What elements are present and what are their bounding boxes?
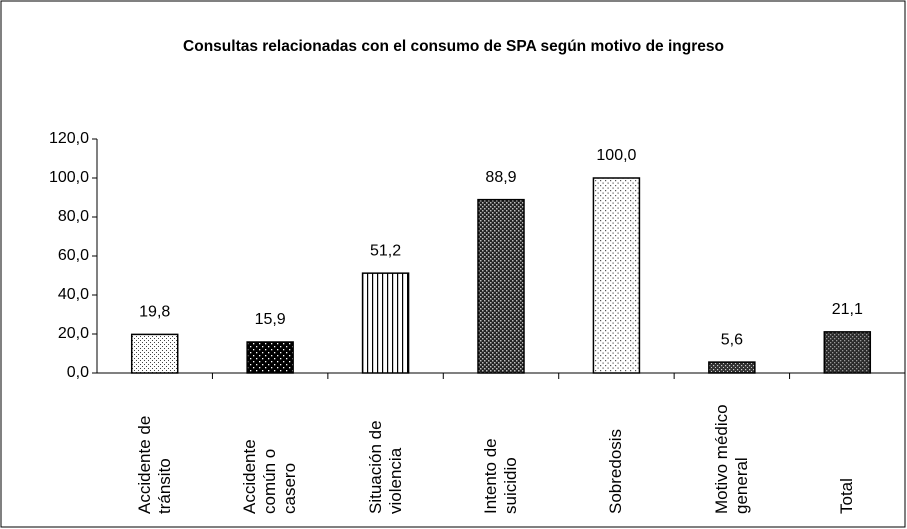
value-label: 5,6 [721,331,743,348]
x-tick-label-text: Intento de suicidio [481,438,520,514]
value-label: 21,1 [832,301,863,318]
bar [246,341,294,374]
x-tick-label: Total [802,404,892,514]
x-tick-label-text: Total [837,478,857,514]
x-tick-label-text: Situación de violencia [365,420,405,514]
value-label: 15,9 [255,311,286,328]
bar [130,333,179,374]
value-label: 100,0 [596,147,636,164]
x-tick-label: Motivo médico general [687,404,777,514]
x-tick-label-text: Sobredosis [606,428,626,514]
value-label: 51,2 [370,242,401,259]
x-tick-label: Intento de suicidio [456,404,546,514]
x-tick-label-text: Accidente común o casero [240,439,300,514]
bar [592,177,641,374]
x-tick-label: Accidente común o casero [225,404,315,514]
chart-title: Consultas relacionadas con el consumo de… [183,38,724,55]
y-tick-label: 0,0 [67,364,89,381]
bar [477,198,525,374]
y-tick-label: 20,0 [58,325,89,342]
y-tick-label: 100,0 [49,169,89,186]
x-tick-label-text: Motivo médico general [711,404,751,514]
y-tick-label: 80,0 [58,208,89,225]
bar [708,361,756,374]
y-tick-label: 40,0 [58,286,89,303]
x-tick-label: Accidente de tránsito [110,404,200,514]
y-tick-label: 60,0 [58,247,89,264]
x-tick-label: Situación de violencia [341,404,431,514]
x-tick-label-text: Accidente de tránsito [134,415,174,514]
bar [361,272,410,374]
bar [823,331,872,374]
x-tick-label: Sobredosis [571,404,661,514]
value-label: 19,8 [139,304,170,321]
value-label: 88,9 [485,169,516,186]
y-tick-label: 120,0 [49,130,89,147]
